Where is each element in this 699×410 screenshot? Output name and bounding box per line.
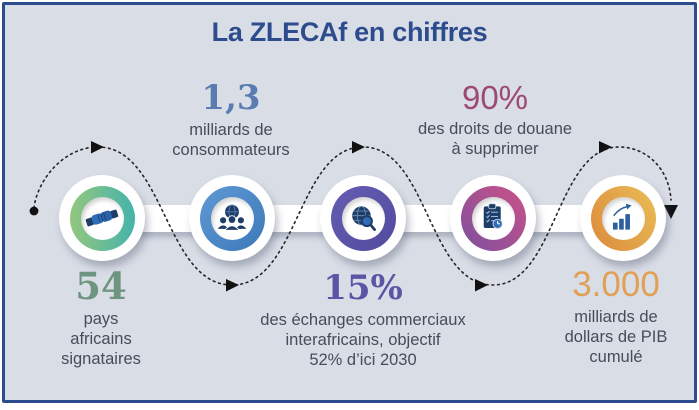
stat-gdp-label: milliards de dollars de PIB cumulé: [506, 307, 699, 367]
node-signatories: [59, 175, 145, 261]
infographic-frame: La ZLECAf en chiffres: [2, 2, 697, 403]
node-ring: [331, 186, 396, 251]
flow-start-dot: [30, 207, 39, 216]
node-tariffs: [450, 175, 536, 261]
stat-gdp: 3.000 milliards de dollars de PIB cumulé: [506, 267, 699, 367]
node-inner: [81, 197, 124, 240]
node-ring: [200, 186, 265, 251]
node-consumers: [189, 175, 275, 261]
bar-chart-growth-icon: [606, 201, 640, 235]
stat-consumers-value: 1,3: [91, 81, 371, 117]
node-inner: [602, 197, 645, 240]
stat-consumers-label: milliards de consommateurs: [91, 120, 371, 160]
stat-countries-label: pays africains signataires: [6, 309, 196, 369]
stat-tariffs-value: 90%: [355, 81, 635, 116]
stat-countries: 54 pays africains signataires: [6, 267, 196, 369]
stat-tariffs: 90% des droits de douane à supprimer: [355, 81, 635, 159]
node-inner: [342, 197, 385, 240]
stat-trade-value: 15%: [213, 271, 513, 307]
stat-trade-label: des échanges commerciaux interafricains,…: [213, 310, 513, 370]
flow-end-arrow: [664, 205, 678, 219]
node-inner: [211, 197, 254, 240]
stat-countries-value: 54: [6, 267, 196, 306]
stat-gdp-value: 3.000: [506, 267, 699, 304]
stat-trade: 15% des échanges commerciaux interafrica…: [213, 271, 513, 370]
node-ring: [591, 186, 656, 251]
node-ring: [70, 186, 135, 251]
handshake-icon: [85, 201, 119, 235]
node-inner: [472, 197, 515, 240]
delegates-globe-icon: [215, 201, 249, 235]
clipboard-check-icon: [476, 201, 510, 235]
stat-consumers: 1,3 milliards de consommateurs: [91, 81, 371, 160]
stat-tariffs-label: des droits de douane à supprimer: [355, 119, 635, 159]
node-ring: [461, 186, 526, 251]
node-trade: [320, 175, 406, 261]
node-gdp: [580, 175, 666, 261]
globe-search-icon: [346, 201, 380, 235]
